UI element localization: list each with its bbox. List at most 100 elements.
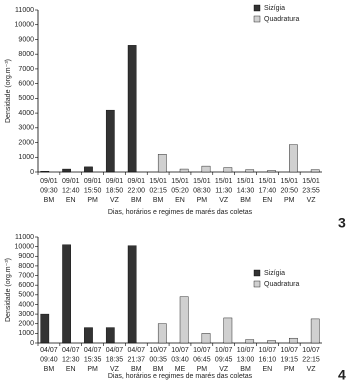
x-tick-label: EN <box>263 366 273 373</box>
x-tick-label: BM <box>131 197 142 204</box>
x-tick-label: 15/01 <box>237 178 255 185</box>
legend-label: Quadratura <box>264 281 300 288</box>
x-tick-label: 10/07 <box>193 347 211 354</box>
legend-label: Sizígia <box>264 5 285 12</box>
x-tick-label: 15/01 <box>302 178 320 185</box>
bar <box>84 166 93 173</box>
x-tick-label: PM <box>87 366 98 373</box>
x-tick-label: 09:40 <box>40 356 58 363</box>
y-tick-label: 6000 <box>18 282 34 289</box>
x-tick-label: 10/07 <box>237 347 255 354</box>
bar <box>310 169 320 173</box>
bar <box>105 109 115 173</box>
x-tick-label: 10/07 <box>215 347 233 354</box>
y-tick-label: 3000 <box>18 311 34 318</box>
x-tick-label: EN <box>66 366 76 373</box>
x-tick-label: 06:45 <box>193 356 211 363</box>
x-tick-label: 12:40 <box>62 187 80 194</box>
x-tick-label: ME <box>175 366 186 373</box>
x-tick-label: 04/07 <box>40 347 58 354</box>
x-tick-label: 05:20 <box>171 187 189 194</box>
x-tick-label: 02:15 <box>149 187 167 194</box>
x-tick-label: 10/07 <box>171 347 189 354</box>
y-tick-label: 10000 <box>15 243 35 250</box>
bar <box>62 168 71 173</box>
y-tick-label: 3000 <box>18 125 34 132</box>
x-tick-label: 15:50 <box>84 187 102 194</box>
x-tick-label: 13:00 <box>237 356 255 363</box>
bar <box>245 169 255 173</box>
legend-swatch <box>253 15 261 23</box>
x-tick-label: 04/07 <box>106 347 124 354</box>
y-tick-label: 5000 <box>18 95 34 102</box>
x-tick-label: 15/01 <box>149 178 167 185</box>
x-tick-label: 16:10 <box>259 356 277 363</box>
x-tick-label: BM <box>240 366 251 373</box>
x-tick-label: EN <box>175 197 185 204</box>
bar <box>179 168 189 173</box>
bar <box>289 337 298 344</box>
x-tick-label: BM <box>44 197 55 204</box>
bar <box>223 317 233 344</box>
x-tick-label: 09/01 <box>106 178 124 185</box>
y-tick-label: 11000 <box>15 7 34 14</box>
x-tick-label: 17:40 <box>259 187 277 194</box>
bar <box>157 154 167 173</box>
legend-swatch <box>253 269 261 277</box>
x-tick-label: 12:30 <box>62 356 80 363</box>
x-tick-label: 09:30 <box>40 187 58 194</box>
bar <box>201 333 211 344</box>
y-tick-label: 8000 <box>18 263 34 270</box>
x-tick-label: 10/07 <box>149 347 167 354</box>
bar <box>201 165 211 173</box>
bar <box>40 171 50 173</box>
x-tick-label: 10/07 <box>280 347 298 354</box>
bar <box>289 144 298 173</box>
x-tick-label: 15/01 <box>171 178 189 185</box>
y-tick-label: 0 <box>30 340 34 347</box>
bar <box>127 245 137 344</box>
bar <box>157 323 167 344</box>
bar <box>223 167 233 173</box>
y-tick-label: 4000 <box>18 301 34 308</box>
y-tick-label: 2000 <box>18 139 34 146</box>
x-tick-label: 19:15 <box>280 356 298 363</box>
bar <box>310 318 320 344</box>
x-tick-label: PM <box>87 197 98 204</box>
y-tick-label: 0 <box>30 169 34 176</box>
x-tick-label: VZ <box>307 366 317 373</box>
legend-label: Quadratura <box>264 16 300 23</box>
y-tick-label: 5000 <box>18 292 34 299</box>
x-tick-label: 22:00 <box>128 187 146 194</box>
x-tick-label: VZ <box>110 197 120 204</box>
x-tick-label: PM <box>284 197 295 204</box>
bar <box>127 45 137 173</box>
x-tick-label: 20:50 <box>280 187 298 194</box>
x-tick-label: PM <box>284 366 295 373</box>
x-tick-label: 09:45 <box>215 356 233 363</box>
y-tick-label: 7000 <box>18 66 34 73</box>
x-tick-label: 10/07 <box>259 347 277 354</box>
y-tick-label: 1000 <box>18 330 34 337</box>
x-tick-label: 04/07 <box>128 347 146 354</box>
bar <box>62 244 71 344</box>
x-tick-label: 00:35 <box>149 356 167 363</box>
legend-swatch <box>253 4 261 12</box>
x-tick-label: EN <box>263 197 273 204</box>
y-tick-label: 6000 <box>18 80 34 87</box>
y-axis-title: Densidade (org.m⁻³) <box>5 59 12 123</box>
x-tick-label: 18:50 <box>106 187 124 194</box>
x-tick-label: 11:30 <box>215 187 232 194</box>
x-tick-label: VZ <box>219 366 229 373</box>
y-tick-label: 4000 <box>18 110 34 117</box>
x-tick-label: VZ <box>110 366 120 373</box>
x-tick-label: BM <box>240 197 251 204</box>
x-axis-title: Dias, horários e regimes de marés das co… <box>108 209 253 216</box>
bar <box>84 327 93 344</box>
y-axis-title: Densidade (org.m⁻³) <box>5 258 12 322</box>
legend-label: Sizígia <box>264 270 285 277</box>
x-tick-label: EN <box>66 197 76 204</box>
y-tick-label: 2000 <box>18 321 34 328</box>
annotation: 3 <box>338 215 346 231</box>
